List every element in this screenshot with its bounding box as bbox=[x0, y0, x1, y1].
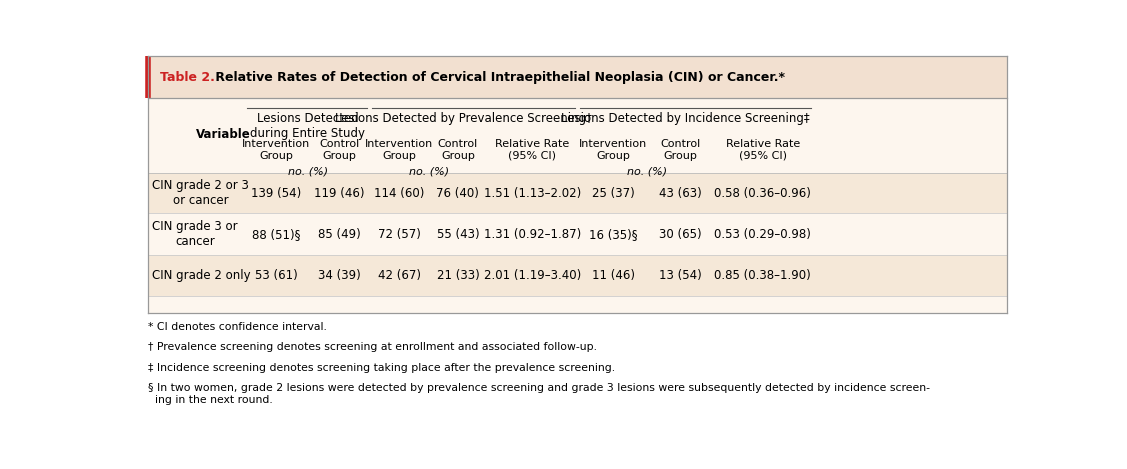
Text: 43 (63): 43 (63) bbox=[659, 187, 702, 200]
Text: 42 (67): 42 (67) bbox=[378, 269, 420, 282]
Text: Control
Group: Control Group bbox=[319, 139, 360, 161]
Text: no. (%): no. (%) bbox=[287, 166, 328, 176]
Text: 76 (40): 76 (40) bbox=[436, 187, 479, 200]
Text: 0.53 (0.29–0.98): 0.53 (0.29–0.98) bbox=[715, 228, 811, 241]
Text: Relative Rate
(95% CI): Relative Rate (95% CI) bbox=[495, 139, 569, 161]
Text: 114 (60): 114 (60) bbox=[374, 187, 425, 200]
Text: 119 (46): 119 (46) bbox=[314, 187, 364, 200]
Text: 1.51 (1.13–2.02): 1.51 (1.13–2.02) bbox=[483, 187, 580, 200]
Text: 88 (51)§: 88 (51)§ bbox=[252, 228, 301, 241]
Text: CIN grade 2 only: CIN grade 2 only bbox=[152, 269, 251, 282]
Text: Variable: Variable bbox=[196, 128, 250, 141]
Text: Intervention
Group: Intervention Group bbox=[579, 139, 648, 161]
Text: † Prevalence screening denotes screening at enrollment and associated follow-up.: † Prevalence screening denotes screening… bbox=[148, 342, 597, 352]
Text: 72 (57): 72 (57) bbox=[378, 228, 420, 241]
Text: CIN grade 3 or
cancer: CIN grade 3 or cancer bbox=[152, 220, 238, 248]
Text: 0.58 (0.36–0.96): 0.58 (0.36–0.96) bbox=[715, 187, 811, 200]
Text: 2.01 (1.19–3.40): 2.01 (1.19–3.40) bbox=[483, 269, 580, 282]
Text: ‡ Incidence screening denotes screening taking place after the prevalence screen: ‡ Incidence screening denotes screening … bbox=[148, 363, 615, 373]
Text: Lesions Detected by Prevalence Screening†: Lesions Detected by Prevalence Screening… bbox=[335, 112, 592, 125]
Text: Lesions Detected
during Entire Study: Lesions Detected during Entire Study bbox=[250, 112, 365, 140]
Text: * CI denotes confidence interval.: * CI denotes confidence interval. bbox=[148, 322, 327, 332]
Bar bbox=[148, 98, 1008, 313]
Text: 30 (65): 30 (65) bbox=[659, 228, 702, 241]
Text: Table 2.: Table 2. bbox=[160, 70, 215, 83]
Text: 11 (46): 11 (46) bbox=[592, 269, 635, 282]
Bar bbox=[148, 255, 1008, 296]
Text: no. (%): no. (%) bbox=[409, 166, 449, 176]
Text: Lesions Detected by Incidence Screening‡: Lesions Detected by Incidence Screening‡ bbox=[561, 112, 810, 125]
Text: Relative Rate
(95% CI): Relative Rate (95% CI) bbox=[726, 139, 800, 161]
Text: Intervention
Group: Intervention Group bbox=[242, 139, 310, 161]
Text: CIN grade 2 or 3
or cancer: CIN grade 2 or 3 or cancer bbox=[152, 179, 249, 207]
Text: § In two women, grade 2 lesions were detected by prevalence screening and grade : § In two women, grade 2 lesions were det… bbox=[148, 384, 930, 405]
Text: 13 (54): 13 (54) bbox=[659, 269, 702, 282]
Text: 55 (43): 55 (43) bbox=[436, 228, 479, 241]
Text: 139 (54): 139 (54) bbox=[251, 187, 301, 200]
Text: Control
Group: Control Group bbox=[437, 139, 478, 161]
Text: no. (%): no. (%) bbox=[627, 166, 667, 176]
Text: 1.31 (0.92–1.87): 1.31 (0.92–1.87) bbox=[483, 228, 580, 241]
Text: 21 (33): 21 (33) bbox=[436, 269, 479, 282]
Text: 16 (35)§: 16 (35)§ bbox=[589, 228, 638, 241]
Bar bbox=[148, 56, 1008, 98]
Text: 53 (61): 53 (61) bbox=[255, 269, 298, 282]
Text: Intervention
Group: Intervention Group bbox=[365, 139, 434, 161]
Text: 25 (37): 25 (37) bbox=[592, 187, 635, 200]
Text: Control
Group: Control Group bbox=[660, 139, 701, 161]
Text: 34 (39): 34 (39) bbox=[318, 269, 361, 282]
Text: 0.85 (0.38–1.90): 0.85 (0.38–1.90) bbox=[715, 269, 811, 282]
Text: 85 (49): 85 (49) bbox=[318, 228, 361, 241]
Text: Relative Rates of Detection of Cervical Intraepithelial Neoplasia (CIN) or Cance: Relative Rates of Detection of Cervical … bbox=[211, 70, 784, 83]
Bar bbox=[148, 173, 1008, 213]
